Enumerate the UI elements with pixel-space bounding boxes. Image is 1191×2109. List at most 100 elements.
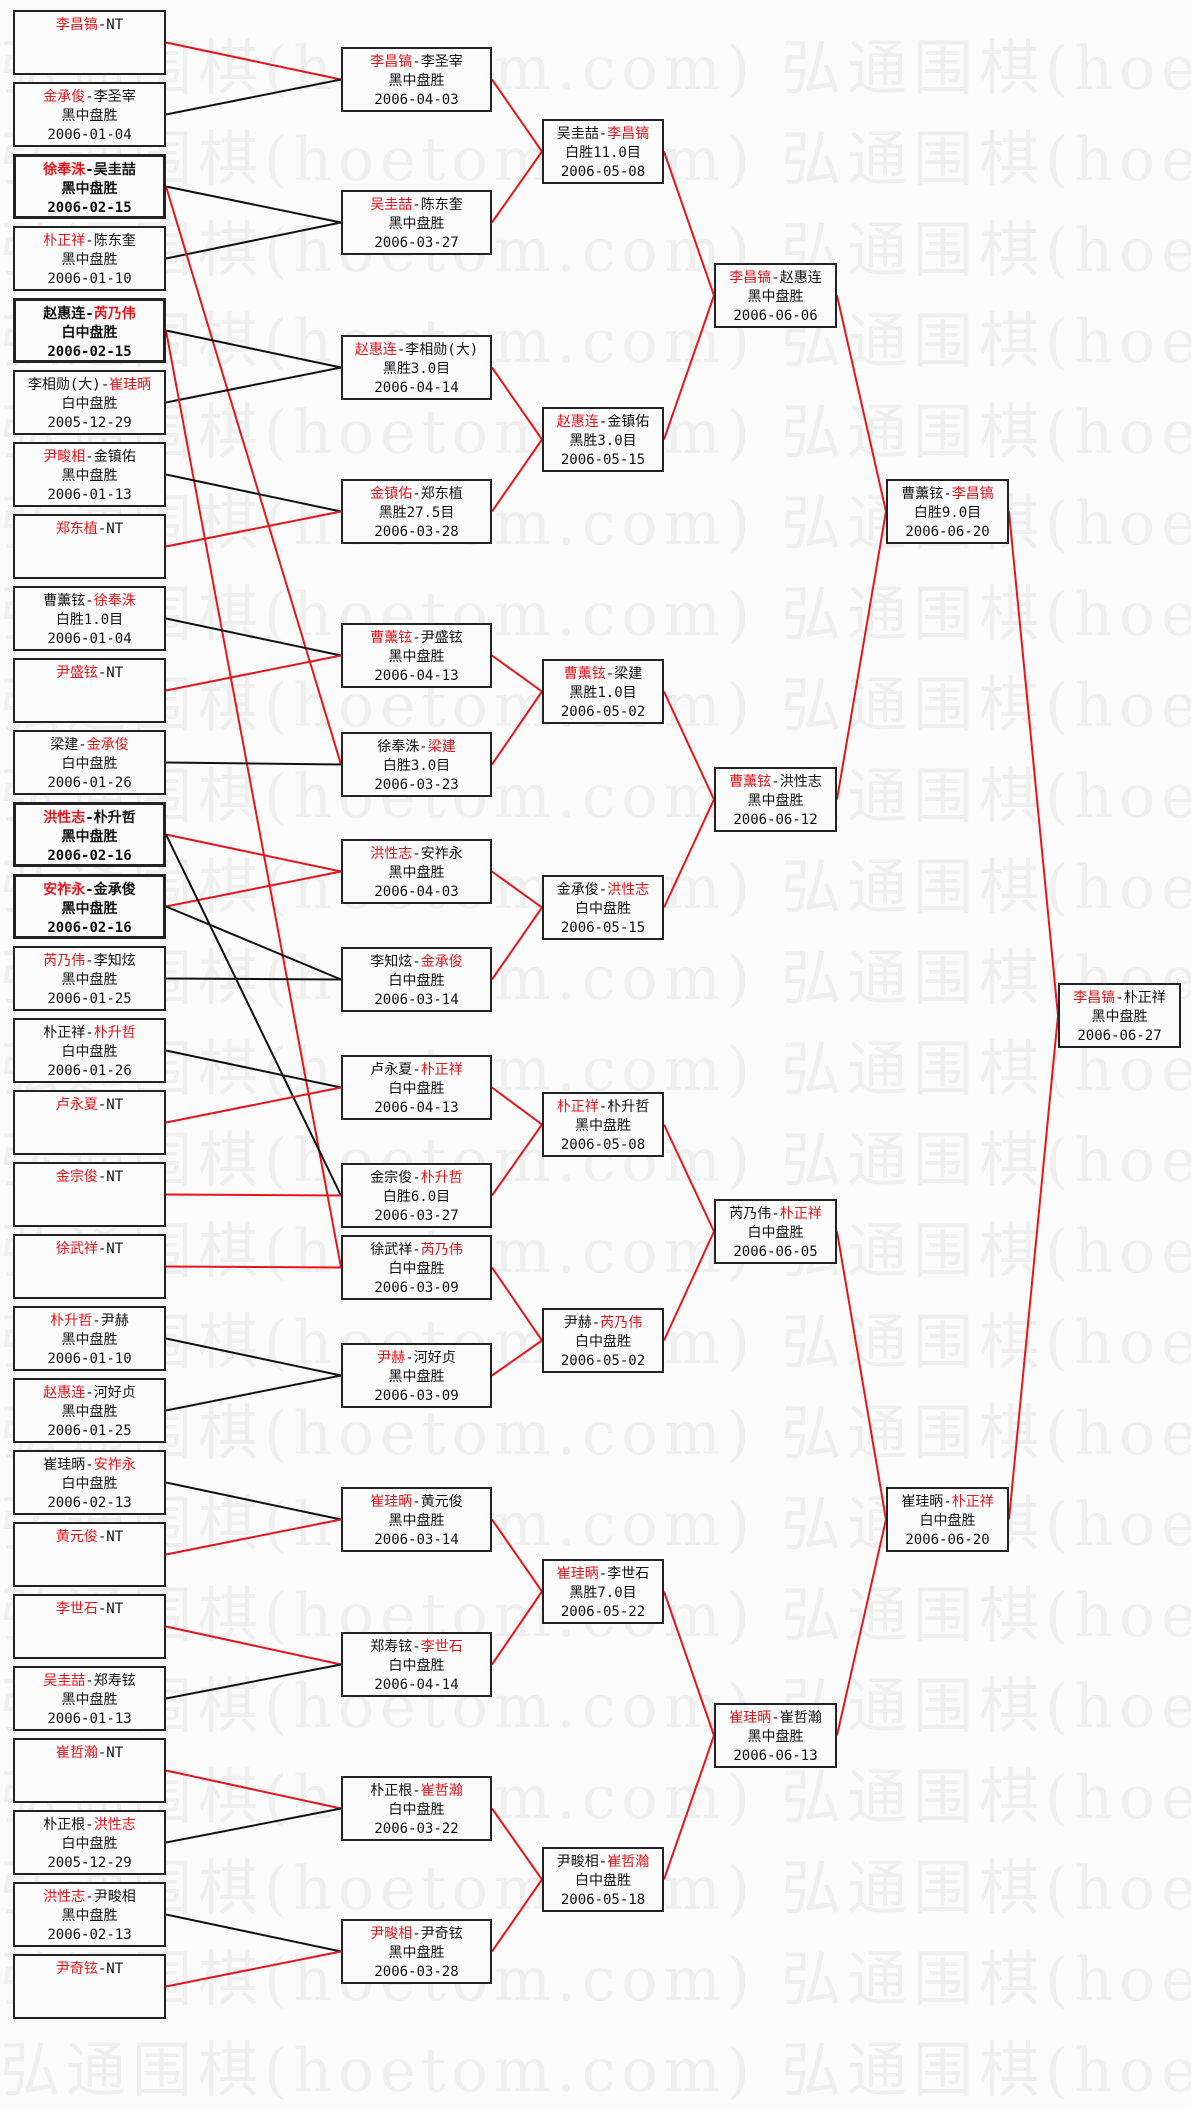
match-box-round-1[interactable]: 崔珪昞-安祚永 白中盘胜 2006-02-13 (13, 1450, 166, 1515)
match-date: 2006-01-26 (47, 775, 132, 791)
match-box-round-3[interactable]: 尹赫-芮乃伟 白中盘胜 2006-05-02 (542, 1308, 664, 1373)
match-box-round-5[interactable]: 崔珪昞-朴正祥 白中盘胜 2006-06-20 (886, 1487, 1009, 1552)
match-box-round-1[interactable]: 朴正根-洪性志 白中盘胜 2005-12-29 (13, 1810, 166, 1875)
player-name: 金承俊 (556, 882, 599, 898)
bracket-link (491, 438, 543, 513)
match-box-round-1[interactable]: 徐武祥-NT (13, 1234, 166, 1299)
player-separator: - (412, 1242, 421, 1258)
match-date: 2006-03-14 (374, 1532, 459, 1548)
match-box-round-3[interactable]: 赵惠连-金镇佑 黑胜3.0目 2006-05-15 (542, 407, 664, 472)
match-box-round-2[interactable]: 李昌镐-李圣宰 黑中盘胜 2006-04-03 (341, 47, 492, 112)
winner-name: 金承俊 (86, 737, 129, 753)
match-date: 2006-03-09 (374, 1388, 459, 1404)
bracket-link (165, 1625, 342, 1666)
match-box-round-2[interactable]: 卢永夏-朴正祥 白中盘胜 2006-04-13 (341, 1055, 492, 1120)
winner-name: 崔哲瀚 (420, 1783, 463, 1799)
player-name: 赵惠连 (779, 270, 822, 286)
match-box-round-2[interactable]: 赵惠连-李相勋(大) 黑胜3.0目 2006-04-14 (341, 335, 492, 400)
match-box-round-2[interactable]: 徐奉洙-梁建 白胜3.0目 2006-03-23 (341, 732, 492, 797)
match-box-round-2[interactable]: 尹畯相-尹奇铉 黑中盘胜 2006-03-28 (341, 1919, 492, 1984)
match-players: 吴圭喆-陈东奎 (343, 196, 490, 215)
match-box-round-1[interactable]: 李昌镐-NT (13, 10, 166, 75)
match-result: 黑中盘胜 (388, 1945, 445, 1961)
match-box-round-4[interactable]: 崔珪昞-崔哲瀚 黑中盘胜 2006-06-13 (714, 1703, 837, 1768)
winner-name: 朴升哲 (93, 1025, 136, 1041)
player-separator: - (412, 954, 421, 970)
match-box-round-1[interactable]: 尹盛铉-NT (13, 658, 166, 723)
match-box-round-2[interactable]: 徐武祥-芮乃伟 白中盘胜 2006-03-09 (341, 1235, 492, 1300)
match-date: 2006-01-10 (47, 271, 132, 287)
match-box-round-1[interactable]: 朴升哲-尹赫 黑中盘胜 2006-01-10 (13, 1306, 166, 1371)
player-name: 洪性志 (779, 774, 822, 790)
match-box-round-1[interactable]: 徐奉洙-吴圭喆 黑中盘胜 2006-02-15 (13, 154, 166, 219)
match-box-round-1[interactable]: 洪性志-朴升哲 黑中盘胜 2006-02-16 (13, 802, 166, 867)
match-box-round-1[interactable]: 金承俊-李圣宰 黑中盘胜 2006-01-04 (13, 82, 166, 147)
match-box-round-1[interactable]: 崔哲瀚-NT (13, 1738, 166, 1803)
match-box-round-1[interactable]: 李相勋(大)-崔珪昞 白中盘胜 2005-12-29 (13, 370, 166, 435)
match-result: 白中盘胜 (747, 1225, 804, 1241)
match-box-round-1[interactable]: 朴正祥-朴升哲 白中盘胜 2006-01-26 (13, 1018, 166, 1083)
winner-name: 朴升哲 (50, 1313, 93, 1329)
match-box-round-1[interactable]: 洪性志-尹畯相 黑中盘胜 2006-02-13 (13, 1882, 166, 1947)
match-box-round-2[interactable]: 洪性志-安祚永 黑中盘胜 2006-04-03 (341, 839, 492, 904)
match-box-round-1[interactable]: 黄元俊-NT (13, 1522, 166, 1587)
match-result: 黑中盘胜 (61, 901, 118, 917)
match-box-round-1[interactable]: 尹畯相-金镇佑 黑中盘胜 2006-01-13 (13, 442, 166, 507)
winner-name: 洪性志 (43, 810, 86, 826)
match-box-round-3[interactable]: 曹薰铉-梁建 黑胜1.0目 2006-05-02 (542, 659, 664, 724)
match-box-round-3[interactable]: 朴正祥-朴升哲 黑中盘胜 2006-05-08 (542, 1092, 664, 1157)
match-box-round-1[interactable]: 赵惠连-河好贞 黑中盘胜 2006-01-25 (13, 1378, 166, 1443)
match-box-round-1[interactable]: 安祚永-金承俊 黑中盘胜 2006-02-16 (13, 874, 166, 939)
match-box-round-3[interactable]: 崔珪昞-李世石 黑胜7.0目 2006-05-22 (542, 1559, 664, 1624)
match-box-round-4[interactable]: 李昌镐-赵惠连 黑中盘胜 2006-06-06 (714, 263, 837, 328)
winner-name: 芮乃伟 (600, 1315, 643, 1331)
match-box-round-3[interactable]: 金承俊-洪性志 白中盘胜 2006-05-15 (542, 875, 664, 940)
match-box-round-6[interactable]: 李昌镐-朴正祥 黑中盘胜 2006-06-27 (1058, 983, 1181, 1048)
match-box-round-2[interactable]: 金镇佑-郑东植 黑胜27.5目 2006-03-28 (341, 479, 492, 544)
match-box-round-3[interactable]: 尹畯相-崔哲瀚 白中盘胜 2006-05-18 (542, 1847, 664, 1912)
match-date: 2006-01-25 (47, 991, 132, 1007)
match-box-round-1[interactable]: 芮乃伟-李知炫 黑中盘胜 2006-01-25 (13, 946, 166, 1011)
bracket-link (165, 1481, 342, 1521)
match-box-round-2[interactable]: 吴圭喆-陈东奎 黑中盘胜 2006-03-27 (341, 190, 492, 255)
player-separator: - (85, 1457, 94, 1473)
winner-name: 徐奉洙 (93, 593, 136, 609)
match-result: 黑中盘胜 (61, 1908, 118, 1924)
match-date: 2006-03-27 (374, 235, 459, 251)
match-box-round-3[interactable]: 吴圭喆-李昌镐 白胜11.0目 2006-05-08 (542, 119, 664, 184)
match-box-round-1[interactable]: 梁建-金承俊 白中盘胜 2006-01-26 (13, 730, 166, 795)
player-name: 徐奉洙 (377, 739, 420, 755)
match-box-round-1[interactable]: 吴圭喆-郑寿铉 黑中盘胜 2006-01-13 (13, 1666, 166, 1731)
winner-name: 崔珪昞 (370, 1494, 413, 1510)
match-box-round-1[interactable]: 尹奇铉-NT (13, 1954, 166, 2019)
match-box-round-1[interactable]: 金宗俊-NT (13, 1162, 166, 1227)
winner-name: 洪性志 (370, 846, 413, 862)
match-box-round-2[interactable]: 郑寿铉-李世石 白中盘胜 2006-04-14 (341, 1632, 492, 1697)
match-date: 2006-04-14 (374, 1677, 459, 1693)
match-players: 赵惠连-李相勋(大) (343, 341, 490, 360)
match-date: 2006-06-06 (733, 308, 818, 324)
match-box-round-1[interactable]: 曹薰铉-徐奉洙 白胜1.0目 2006-01-04 (13, 586, 166, 651)
match-players: 安祚永-金承俊 (16, 881, 163, 900)
match-date: 2006-05-02 (560, 704, 646, 720)
match-players: 崔珪昞-崔哲瀚 (716, 1709, 835, 1728)
match-box-round-1[interactable]: 李世石-NT (13, 1594, 166, 1659)
match-box-round-2[interactable]: 李知炫-金承俊 白中盘胜 2006-03-14 (341, 947, 492, 1012)
match-box-round-1[interactable]: 郑东植-NT (13, 514, 166, 579)
player-name: 尹畯相 (556, 1854, 599, 1870)
player-name: 李相勋(大) (405, 342, 479, 358)
winner-name: 吴圭喆 (370, 197, 413, 213)
match-box-round-2[interactable]: 朴正根-崔哲瀚 白中盘胜 2006-03-22 (341, 1776, 492, 1841)
match-box-round-1[interactable]: 朴正祥-陈东奎 黑中盘胜 2006-01-10 (13, 226, 166, 291)
match-box-round-2[interactable]: 曹薰铉-尹盛铉 黑中盘胜 2006-04-13 (341, 623, 492, 688)
match-box-round-5[interactable]: 曹薰铉-李昌镐 白胜9.0目 2006-06-20 (886, 479, 1009, 544)
player-name: 陈东奎 (420, 197, 463, 213)
match-box-round-1[interactable]: 卢永夏-NT (13, 1090, 166, 1155)
winner-name: 李昌镐 (951, 486, 994, 502)
match-box-round-1[interactable]: 赵惠连-芮乃伟 白中盘胜 2006-02-15 (13, 298, 166, 363)
match-box-round-4[interactable]: 曹薰铉-洪性志 黑中盘胜 2006-06-12 (714, 767, 837, 832)
match-box-round-4[interactable]: 芮乃伟-朴正祥 白中盘胜 2006-06-05 (714, 1199, 837, 1264)
match-box-round-2[interactable]: 金宗俊-朴升哲 白胜6.0目 2006-03-27 (341, 1163, 492, 1228)
match-box-round-2[interactable]: 尹赫-河好贞 黑中盘胜 2006-03-09 (341, 1343, 492, 1408)
match-box-round-2[interactable]: 崔珪昞-黄元俊 黑中盘胜 2006-03-14 (341, 1487, 492, 1552)
